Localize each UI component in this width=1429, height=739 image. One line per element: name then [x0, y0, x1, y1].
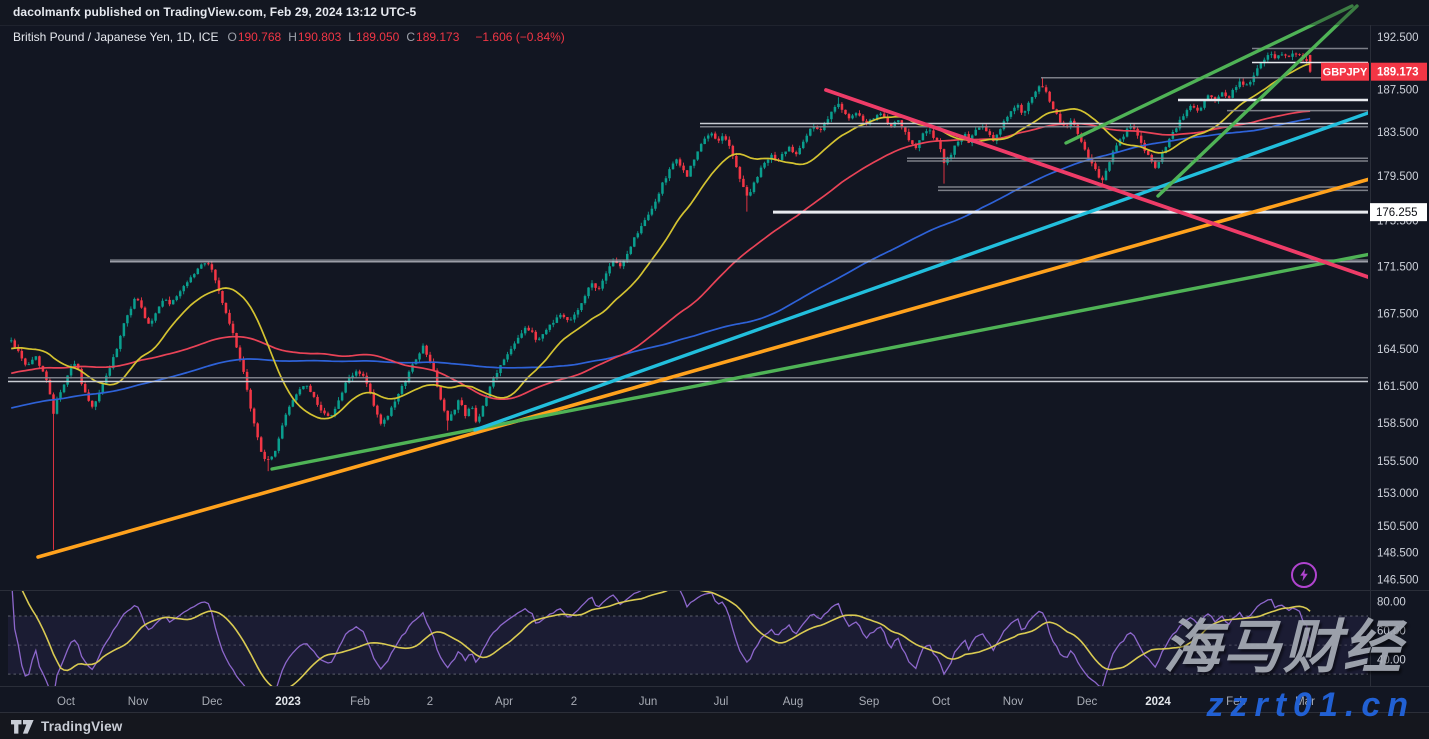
trendlines-layer[interactable]	[36, 4, 1368, 559]
time-tick-label: Feb	[1226, 696, 1246, 708]
time-tick-label: Aug	[783, 696, 803, 708]
price-tick-label: 192.500	[1377, 32, 1419, 44]
time-tick-label: Sep	[859, 696, 879, 708]
time-tick-label: Nov	[128, 696, 149, 708]
ohlc-item: O190.768	[227, 30, 282, 44]
tradingview-logo-link[interactable]: TradingView	[11, 719, 122, 734]
ohlc-values: O190.768 H190.803 L189.050 C189.173	[227, 30, 466, 44]
time-tick-label: Dec	[1077, 696, 1098, 708]
lightning-icon	[1300, 568, 1308, 582]
secondary-support-green	[270, 252, 1368, 471]
long-term-support-orange	[36, 177, 1368, 559]
publisher-bar: dacolmanfx published on TradingView.com,…	[0, 0, 1429, 25]
price-change: −1.606 (−0.84%)	[475, 30, 565, 44]
rsi-pane[interactable]	[8, 615, 1368, 675]
symbol-chip-label: GBPJPY	[1323, 67, 1368, 79]
time-tick-label: Feb	[350, 696, 370, 708]
price-tick-label: 187.500	[1377, 84, 1419, 96]
rsi-ma-line	[21, 591, 1311, 686]
time-tick-label: Jun	[639, 696, 658, 708]
rsi-tick-label: 60.00	[1377, 626, 1406, 638]
steep-channel-green-2	[1156, 4, 1359, 198]
rsi-tick-label: 80.00	[1377, 597, 1406, 609]
sma-mid-red	[11, 110, 1311, 401]
price-tick-label: 179.500	[1377, 171, 1419, 183]
time-tick-label: 2023	[275, 696, 301, 708]
steep-channel-green-1	[1064, 4, 1354, 145]
rsi-line	[11, 591, 1311, 686]
price-tick-label: 167.500	[1377, 308, 1419, 320]
symbol-title[interactable]: British Pound / Japanese Yen, 1D, ICE	[13, 30, 219, 44]
price-tick-label: 171.500	[1377, 261, 1419, 273]
sma-fast-yellow	[11, 63, 1311, 420]
price-tick-label: 161.500	[1377, 381, 1419, 393]
time-tick-label: 2	[571, 696, 577, 708]
time-tick-label: Oct	[57, 696, 76, 708]
axis-labels: GBPJPY 189.173 176.255	[1321, 62, 1427, 222]
descending-resistance-pink	[824, 88, 1368, 279]
time-tick-label: Apr	[495, 696, 513, 708]
level-price-chip	[1370, 203, 1427, 222]
time-axis[interactable]: Oct Nov Dec 2023 Feb 2 Apr 2 Jun Jul Aug Sep Oct Nov D…	[57, 696, 1315, 708]
price-tick-label: 158.500	[1377, 418, 1419, 430]
last-price-chip	[1371, 62, 1427, 81]
price-tick-label: 148.500	[1377, 547, 1419, 559]
footer-bar: TradingView	[0, 712, 1429, 739]
time-tick-label: Jul	[714, 696, 729, 708]
symbol-header: British Pound / Japanese Yen, 1D, ICE O1…	[13, 30, 565, 44]
publisher-text: dacolmanfx published on TradingView.com,…	[13, 5, 417, 19]
accelerated-support-cyan	[473, 111, 1368, 432]
time-tick-label: Dec	[202, 696, 223, 708]
last-price-chip-value: 189.173	[1377, 67, 1419, 79]
price-tick-label: 155.500	[1377, 456, 1419, 468]
ohlc-item: C189.173	[406, 30, 460, 44]
symbol-chip	[1321, 62, 1369, 81]
price-tick-label: 150.500	[1377, 521, 1419, 533]
price-tick-label: 153.000	[1377, 488, 1419, 500]
price-tick-label: 183.500	[1377, 127, 1419, 139]
rsi-tick-label: 40.00	[1377, 655, 1406, 667]
level-price-chip-value: 176.255	[1376, 207, 1418, 219]
lightning-button[interactable]	[1291, 562, 1317, 588]
pane-separators	[0, 25, 1429, 687]
tradingview-logo-icon	[11, 719, 34, 734]
price-tick-label: 146.500	[1377, 574, 1419, 586]
tradingview-logo-text: TradingView	[41, 719, 123, 734]
time-tick-label: Mar	[1295, 696, 1315, 708]
price-tick-label: 164.500	[1377, 344, 1419, 356]
time-tick-label: 2024	[1145, 696, 1171, 708]
time-tick-label: Oct	[932, 696, 951, 708]
price-axis[interactable]: 192.500187.500183.500179.500175.500171.5…	[1377, 32, 1419, 667]
ohlc-item: H190.803	[288, 30, 342, 44]
time-tick-label: Nov	[1003, 696, 1024, 708]
ohlc-item: L189.050	[348, 30, 400, 44]
time-tick-label: 2	[427, 696, 433, 708]
rsi-lines	[11, 591, 1311, 686]
